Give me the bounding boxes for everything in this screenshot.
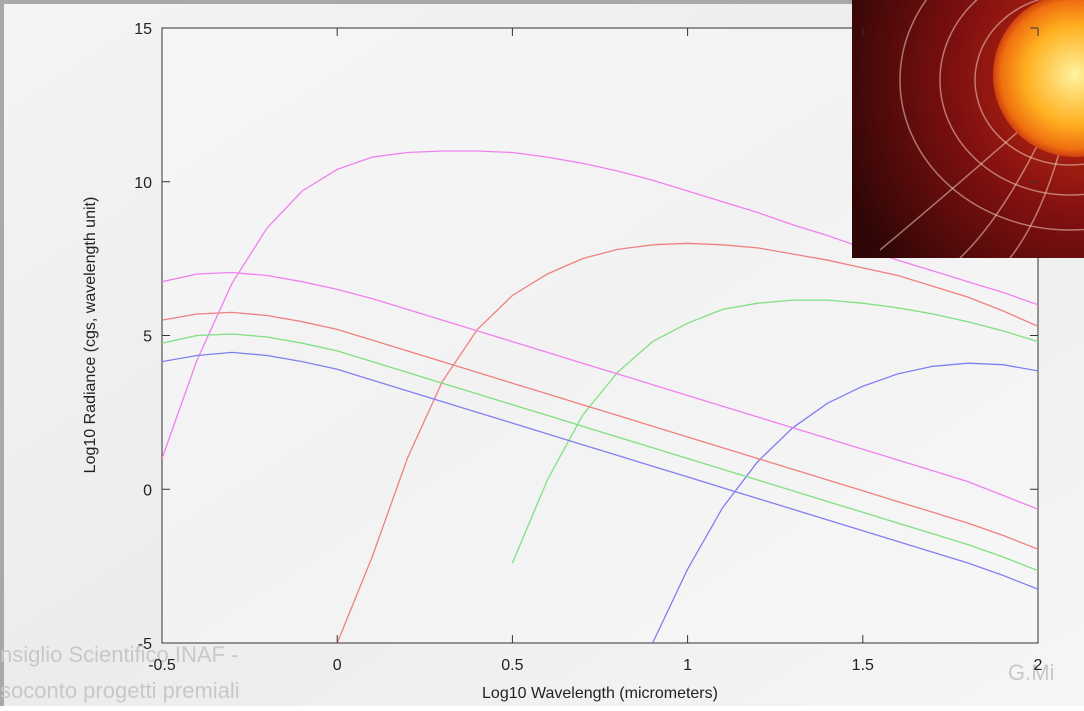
- series-line: [162, 311, 1038, 550]
- y-tick-label: 15: [134, 21, 152, 38]
- footer-text: G.Mi: [1008, 660, 1054, 685]
- series-line: [511, 299, 1038, 564]
- series-line: [162, 150, 1038, 459]
- series-line: [652, 362, 1038, 643]
- x-tick-label: 0.5: [501, 657, 523, 674]
- x-axis-title: Log10 Wavelength (micrometers): [482, 685, 718, 702]
- y-tick-label: 0: [143, 482, 152, 499]
- footer-text: soconto progetti premiali: [0, 678, 240, 703]
- series-line: [336, 242, 1038, 643]
- x-tick-label: 1.5: [852, 657, 874, 674]
- plot-lines: [162, 150, 1038, 643]
- sun-image: [852, 0, 1084, 258]
- y-tick-label: 10: [134, 175, 152, 192]
- y-tick-label: 5: [143, 329, 152, 346]
- y-tick-label: -5: [138, 636, 152, 653]
- series-line: [162, 351, 1038, 590]
- footer-text: nsiglio Scientifico INAF -: [0, 642, 238, 667]
- x-tick-label: 0: [333, 657, 342, 674]
- x-tick-label: -0.5: [148, 657, 176, 674]
- x-tick-label: 1: [683, 657, 692, 674]
- y-axis-title: Log10 Radiance (cgs, wavelength unit): [82, 197, 99, 474]
- series-line: [162, 271, 1038, 510]
- x-tick-label: 2: [1034, 657, 1043, 674]
- series-line: [162, 333, 1038, 572]
